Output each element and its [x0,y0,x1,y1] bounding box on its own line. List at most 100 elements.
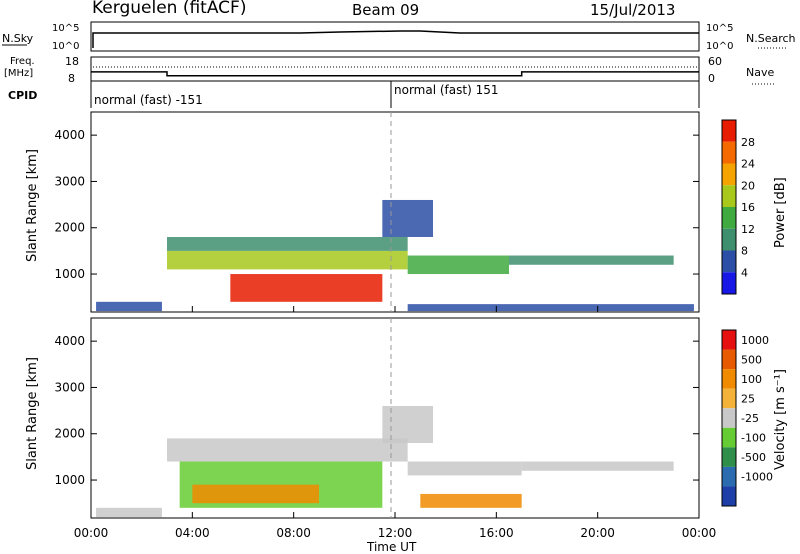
date-title: 15/Jul/2013 [590,1,675,19]
cpid-label: CPID [8,89,37,102]
power-region-2 [167,250,408,270]
nave-top-tick: 60 [708,55,722,68]
velocity-region-6 [420,493,522,508]
velocity-region-8 [382,405,433,443]
velocity-cbar-swatch-3 [722,369,736,389]
velocity-cbar-frame [721,329,737,507]
nsky-top-tick: 10^5 [52,23,79,34]
xtick-label-4: 12:00 [378,526,413,540]
power-region-5 [407,255,509,275]
power-colorbar: 4 8 12 16 20 24 28 [721,119,755,295]
velocity-cbar-label-4: 25 [741,392,755,405]
velocity-region-5 [407,461,522,476]
velocity-ytick-label-1: 1000 [54,473,85,487]
velocity-y-ticks: 1000 2000 3000 4000 [54,334,699,487]
power-cbar-label-3: 12 [741,223,755,236]
power-cbar-swatch-2 [722,141,736,164]
beam-title: Beam 09 [352,1,419,19]
power-cbar-swatch-8 [722,272,736,294]
velocity-cbar-label-3: 100 [741,373,762,386]
power-y-ticks: 1000 2000 3000 4000 [54,128,699,281]
power-cbar-label-5: 20 [741,179,755,192]
xtick-label-3: 08:00 [276,526,311,540]
nsearch-bottom-tick: 10^0 [706,41,733,52]
velocity-region-2 [167,438,408,462]
power-region-6 [509,255,674,265]
power-panel: 1000 2000 3000 4000 Slant Range [km] Power … [25,111,788,313]
velocity-cbar-label-6: -100 [741,432,766,445]
power-cbar-swatch-3 [722,163,736,186]
velocity-cbar-swatch-4 [722,388,736,409]
velocity-ytick-label-3: 3000 [54,380,85,394]
power-region-3 [167,237,408,251]
power-ytick-label-4: 4000 [54,128,85,142]
freq-label: Freq. [10,56,35,67]
power-region-1 [96,301,162,312]
velocity-region-7 [521,461,674,471]
freq-bottom-tick: 8 [68,72,75,85]
velocity-cbar-label-7: -500 [741,451,766,464]
freq-top-tick: 18 [65,55,79,68]
power-region-8 [382,199,433,237]
xtick-label-1: 00:00 [74,526,109,540]
velocity-cbar-swatch-7 [722,447,736,467]
velocity-ytick-label-2: 2000 [54,427,85,441]
power-cbar-label-1: 4 [741,266,748,279]
nsearch-top-tick: 10^5 [706,23,733,34]
power-cbar-frame [721,119,737,295]
velocity-colorbar: 1000 500 100 25 -25 -100 -500 -1000 [721,329,773,507]
velocity-cbar-label-2: 500 [741,353,762,366]
power-region-4 [230,274,383,302]
velocity-cbar-swatch-6 [722,427,736,448]
power-cbar-swatch-4 [722,185,736,207]
velocity-panel: 1000 2000 3000 4000 Slant Range [km] Veloci… [25,317,788,519]
velocity-cbar-label: Velocity [m s⁻¹] [773,369,788,470]
power-cbar-swatch-1 [722,120,736,142]
nsky-panel: N.Sky 10^5 10^0 10^5 10^0 N.Search [2,21,796,52]
station-title: Kerguelen (fitACF) [92,0,246,18]
xtick-label-5: 16:00 [479,526,514,540]
power-cbar-swatch-7 [722,250,736,273]
nave-bottom-tick: 0 [708,72,715,85]
freq-trace [91,71,699,77]
velocity-cbar-swatch-1 [722,330,736,350]
xtick-label-7: 00:00 [682,526,717,540]
xtick-label-2: 04:00 [175,526,210,540]
power-cbar-label-2: 8 [741,245,748,258]
power-cbar-swatch-6 [722,228,736,251]
freq-panel: Freq. [MHz] 18 8 60 0 Nave [4,55,776,85]
power-data [96,199,694,312]
nsky-trace [92,30,699,48]
power-ylabel: Slant Range [km] [25,149,40,262]
velocity-cbar-label-8: -1000 [741,471,773,484]
velocity-cbar-swatch-9 [722,486,736,506]
cpid-segment-2: normal (fast) 151 [394,83,498,97]
power-cbar-swatch-5 [722,207,736,229]
velocity-data [96,405,674,518]
velocity-region-1 [96,507,162,518]
power-ytick-label-3: 3000 [54,174,85,188]
xtick-label-6: 20:00 [580,526,615,540]
cpid-panel: CPID normal (fast) -151 normal (fast) 15… [8,81,700,108]
velocity-cbar-label-1: 1000 [741,334,769,347]
nsky-bottom-tick: 10^0 [52,41,79,52]
power-cbar-label-6: 24 [741,158,755,171]
cpid-segment-1: normal (fast) -151 [94,93,203,107]
power-cbar-label: Power [dB] [773,177,788,248]
velocity-cbar-swatch-2 [722,349,736,370]
velocity-region-4 [192,484,319,504]
velocity-ylabel: Slant Range [km] [25,357,40,470]
freq-unit: [MHz] [4,68,33,79]
nave-label: Nave [746,66,774,79]
power-cbar-label-4: 16 [741,201,755,214]
x-axis-label: Time UT [366,540,417,554]
nsearch-label: N.Search [746,32,796,45]
velocity-cbar-swatch-8 [722,466,736,487]
power-cbar-label-7: 28 [741,136,755,149]
velocity-cbar-label-5: -25 [741,412,759,425]
x-axis-ticks: 00:00 04:00 08:00 12:00 16:00 20:00 00:00 [74,306,717,540]
velocity-ytick-label-4: 4000 [54,334,85,348]
nsky-label: N.Sky [2,32,34,45]
power-ytick-label-1: 1000 [54,267,85,281]
